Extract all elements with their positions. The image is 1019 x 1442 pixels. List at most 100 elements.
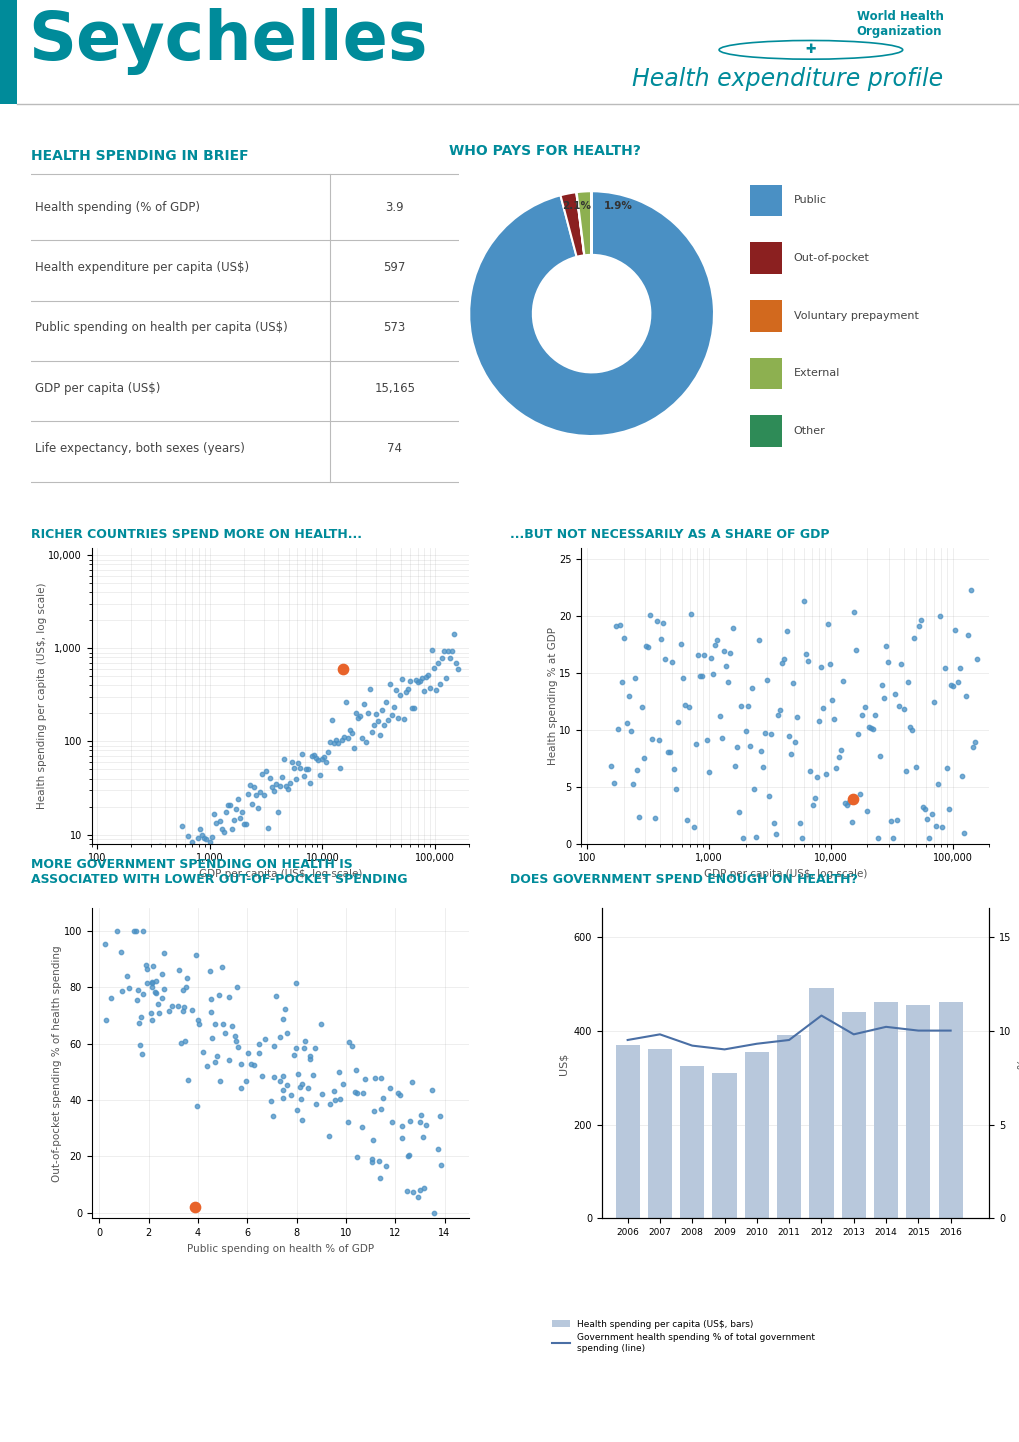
Point <box>348 1145 365 1168</box>
Point <box>758 669 774 692</box>
Point <box>437 666 453 689</box>
Point <box>237 812 254 835</box>
Point <box>157 871 173 894</box>
Point <box>109 920 125 943</box>
Point <box>912 609 928 632</box>
Point <box>275 748 291 771</box>
Point <box>449 658 466 681</box>
Point <box>366 1099 382 1122</box>
Point <box>648 610 664 633</box>
Point <box>149 877 165 900</box>
Point <box>433 646 449 669</box>
Point <box>832 738 848 761</box>
Point <box>147 981 163 1004</box>
Point <box>754 756 770 779</box>
Point <box>221 793 237 816</box>
Point <box>340 1030 357 1053</box>
Point <box>762 722 779 746</box>
Point <box>622 720 638 743</box>
Point <box>244 792 260 815</box>
Point <box>375 714 391 737</box>
Point <box>910 614 926 637</box>
Point <box>691 665 707 688</box>
Point <box>125 864 142 887</box>
Point <box>656 647 673 671</box>
Point <box>167 854 183 877</box>
Point <box>155 852 171 875</box>
Point <box>806 787 822 810</box>
Point <box>851 783 867 806</box>
Wedge shape <box>576 192 584 255</box>
Point <box>190 826 206 849</box>
Text: HEALTH SPENDING IN BRIEF: HEALTH SPENDING IN BRIEF <box>31 149 248 163</box>
Text: MORE GOVERNMENT SPENDING ON HEALTH IS
ASSOCIATED WITH LOWER OUT-OF-POCKET SPENDI: MORE GOVERNMENT SPENDING ON HEALTH IS AS… <box>31 858 407 885</box>
Y-axis label: US$: US$ <box>557 1053 568 1074</box>
Point <box>183 831 200 854</box>
Point <box>769 704 786 727</box>
Point <box>914 795 930 818</box>
Point <box>615 627 632 650</box>
Point <box>226 1024 243 1047</box>
Point <box>288 1097 305 1120</box>
Point <box>207 812 223 835</box>
Point <box>383 1110 399 1133</box>
Point <box>129 978 146 1001</box>
Bar <box>647 1050 672 1218</box>
Point <box>140 972 156 995</box>
Point <box>187 849 204 872</box>
Point <box>293 743 310 766</box>
Point <box>283 750 300 773</box>
Point <box>143 1001 159 1024</box>
Point <box>717 655 734 678</box>
Point <box>114 979 130 1002</box>
Text: ✚: ✚ <box>805 43 815 56</box>
Point <box>652 627 668 650</box>
Point <box>272 1070 288 1093</box>
Point <box>808 766 824 789</box>
Point <box>385 696 401 720</box>
Point <box>103 986 119 1009</box>
Point <box>273 764 289 787</box>
Point <box>875 686 892 709</box>
Point <box>383 704 399 727</box>
Point <box>123 854 140 877</box>
Point <box>901 715 917 738</box>
Point <box>129 864 146 887</box>
Point <box>259 818 275 841</box>
Point <box>373 699 389 722</box>
Point <box>942 673 958 696</box>
Point <box>255 783 271 806</box>
Point <box>405 1180 421 1203</box>
Point <box>325 1079 341 1102</box>
Point <box>331 1087 347 1110</box>
Point <box>323 708 339 731</box>
Point <box>642 603 658 626</box>
Point <box>334 658 351 681</box>
Point <box>329 731 345 754</box>
Point <box>239 1041 256 1064</box>
Point <box>136 864 152 887</box>
Point <box>681 696 697 720</box>
Point <box>133 875 150 898</box>
Point <box>283 1084 300 1107</box>
Point <box>151 1001 167 1024</box>
Point <box>308 1093 324 1116</box>
Point <box>235 812 252 835</box>
Point <box>140 888 156 911</box>
Bar <box>905 1005 929 1218</box>
Point <box>297 1030 313 1053</box>
Point <box>447 652 464 675</box>
Point <box>321 731 337 754</box>
Point <box>180 1069 197 1092</box>
Point <box>339 1110 356 1133</box>
Text: WHO PAYS FOR HEALTH?: WHO PAYS FOR HEALTH? <box>448 144 640 159</box>
Point <box>431 1105 447 1128</box>
Point <box>955 822 971 845</box>
Point <box>296 1037 312 1060</box>
Point <box>343 1034 360 1057</box>
Point <box>787 731 803 754</box>
Point <box>795 590 811 613</box>
Point <box>171 851 187 874</box>
Point <box>263 776 279 799</box>
Point <box>443 639 460 662</box>
